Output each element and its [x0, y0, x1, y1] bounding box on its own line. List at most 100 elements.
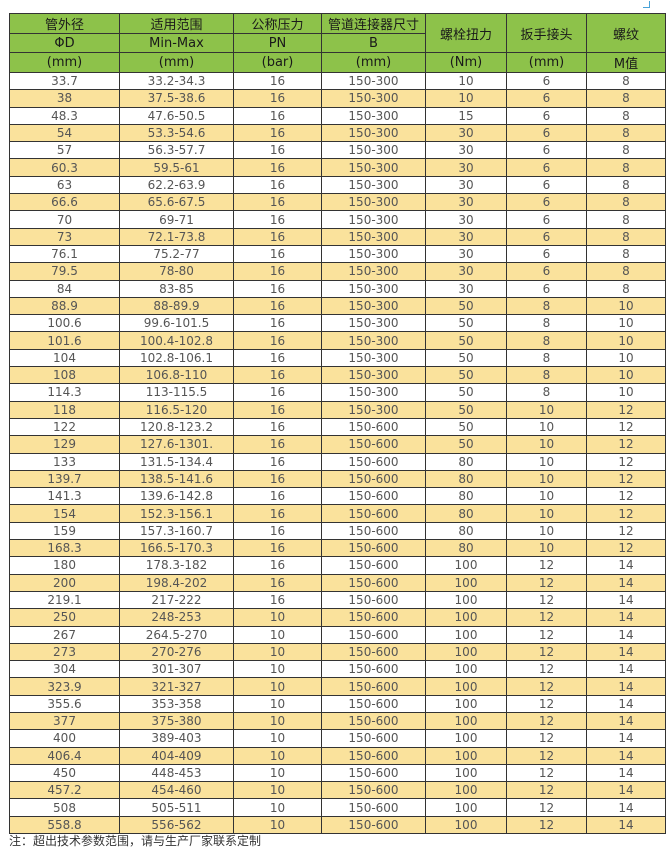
table-row: 118 116.5-120 16 150-300 50 10 12: [9, 400, 666, 419]
table-cell: 270-276: [119, 642, 234, 662]
table-cell: 400: [9, 729, 120, 748]
table-cell: 6: [506, 158, 587, 177]
table-cell: 16: [233, 244, 322, 264]
table-cell: 10: [506, 435, 587, 454]
table-cell: 101.6: [9, 331, 120, 350]
table-cell: 150-300: [321, 193, 426, 212]
table-cell: 12: [586, 452, 666, 471]
table-row: 139.7 138.5-141.6 16 150-600 80 10 12: [9, 469, 666, 489]
table-row: 114.3 113-115.5 16 150-300 50 8 10: [9, 383, 666, 402]
table-cell: 150-600: [321, 417, 426, 437]
table-cell: 80: [425, 521, 507, 541]
table-cell: 14: [586, 711, 666, 731]
table-cell: 200: [9, 573, 120, 592]
table-cell: 10: [506, 539, 587, 558]
header-cell: 公称压力: [233, 13, 322, 34]
table-cell: 141.3: [9, 487, 120, 506]
table-cell: 248-253: [119, 608, 234, 627]
header-row-1: 管外径 适用范围 公称压力 管道连接器尺寸 螺栓扭力 扳手接头 螺纹: [9, 13, 666, 53]
table-cell: 80: [425, 452, 507, 471]
table-cell: 8: [506, 296, 587, 316]
table-cell: 150-600: [321, 781, 426, 800]
table-cell: 88.9: [9, 296, 120, 316]
table-cell: 150-300: [321, 244, 426, 264]
table-cell: 100: [425, 746, 507, 765]
table-cell: 16: [233, 556, 322, 575]
table-cell: 377: [9, 711, 120, 731]
table-row: 33.7 33.2-34.3 16 150-300 10 6 8: [9, 71, 666, 91]
table-cell: 33.7: [9, 71, 120, 91]
table-cell: 12: [506, 694, 587, 713]
table-cell: 50: [425, 348, 507, 368]
table-cell: 10: [233, 608, 322, 627]
table-cell: 12: [506, 660, 587, 679]
table-cell: 8: [586, 193, 666, 212]
table-cell: 16: [233, 400, 322, 419]
table-row: 133 131.5-134.4 16 150-600 80 10 12: [9, 452, 666, 471]
table-cell: 16: [233, 123, 322, 143]
table-cell: 406.4: [9, 746, 120, 765]
table-cell: 50: [425, 296, 507, 316]
table-cell: 10: [233, 694, 322, 713]
table-row: 48.3 47.6-50.5 16 150-300 15 6 8: [9, 106, 666, 125]
table-cell: 150-300: [321, 366, 426, 385]
table-cell: 264.5-270: [119, 625, 234, 644]
table-cell: 8: [586, 279, 666, 298]
table-cell: 30: [425, 123, 507, 143]
table-cell: 14: [586, 798, 666, 817]
table-cell: 355.6: [9, 694, 120, 713]
table-cell: 30: [425, 279, 507, 298]
table-cell: 6: [506, 193, 587, 212]
table-cell: 129: [9, 435, 120, 454]
table-cell: 10: [586, 314, 666, 333]
table-cell: 389-403: [119, 729, 234, 748]
table-cell: 150-300: [321, 262, 426, 281]
table-cell: 450: [9, 763, 120, 783]
table-cell: 150-600: [321, 694, 426, 713]
table-cell: 14: [586, 729, 666, 748]
table-row: 377 375-380 10 150-600 100 12 14: [9, 711, 666, 731]
table-row: 141.3 139.6-142.8 16 150-600 80 10 12: [9, 487, 666, 506]
table-cell: 65.6-67.5: [119, 193, 234, 212]
table-cell: 150-300: [321, 279, 426, 298]
table-cell: 12: [586, 417, 666, 437]
table-cell: 12: [506, 729, 587, 748]
table-cell: 8: [506, 348, 587, 368]
table-cell: 16: [233, 158, 322, 177]
table-cell: 8: [586, 244, 666, 264]
table-row: 63 62.2-63.9 16 150-300 30 6 8: [9, 175, 666, 195]
table-cell: 100: [425, 590, 507, 610]
table-cell: 8: [586, 210, 666, 229]
table-cell: 16: [233, 193, 322, 212]
table-cell: 150-300: [321, 158, 426, 177]
table-row: 159 157.3-160.7 16 150-600 80 10 12: [9, 521, 666, 541]
table-cell: 100: [425, 642, 507, 662]
table-cell: 304: [9, 660, 120, 679]
table-cell: 273: [9, 642, 120, 662]
table-cell: 139.6-142.8: [119, 487, 234, 506]
table-cell: 150-600: [321, 452, 426, 471]
table-cell: 63: [9, 175, 120, 195]
header-cell: 适用范围: [119, 13, 234, 34]
table-row: 304 301-307 10 150-600 100 12 14: [9, 660, 666, 679]
table-cell: 16: [233, 279, 322, 298]
table-cell: 150-300: [321, 296, 426, 316]
table-row: 168.3 166.5-170.3 16 150-600 80 10 12: [9, 539, 666, 558]
table-cell: 10: [233, 642, 322, 662]
table-cell: 150-600: [321, 798, 426, 817]
table-cell: 10: [233, 729, 322, 748]
table-cell: 159: [9, 521, 120, 541]
header-cell: 螺栓扭力: [425, 13, 507, 53]
table-cell: 30: [425, 210, 507, 229]
header-cell: 管外径: [9, 13, 120, 34]
table-cell: 556-562: [119, 815, 234, 835]
table-cell: 150-600: [321, 815, 426, 835]
table-cell: 457.2: [9, 781, 120, 800]
table-row: 508 505-511 10 150-600 100 12 14: [9, 798, 666, 817]
table-row: 76.1 75.2-77 16 150-300 30 6 8: [9, 244, 666, 264]
table-cell: 16: [233, 71, 322, 91]
table-cell: 14: [586, 573, 666, 592]
spec-table: 管外径 适用范围 公称压力 管道连接器尺寸 螺栓扭力 扳手接头 螺纹 ΦD Mi…: [9, 13, 666, 835]
table-cell: 250: [9, 608, 120, 627]
table-cell: 62.2-63.9: [119, 175, 234, 195]
